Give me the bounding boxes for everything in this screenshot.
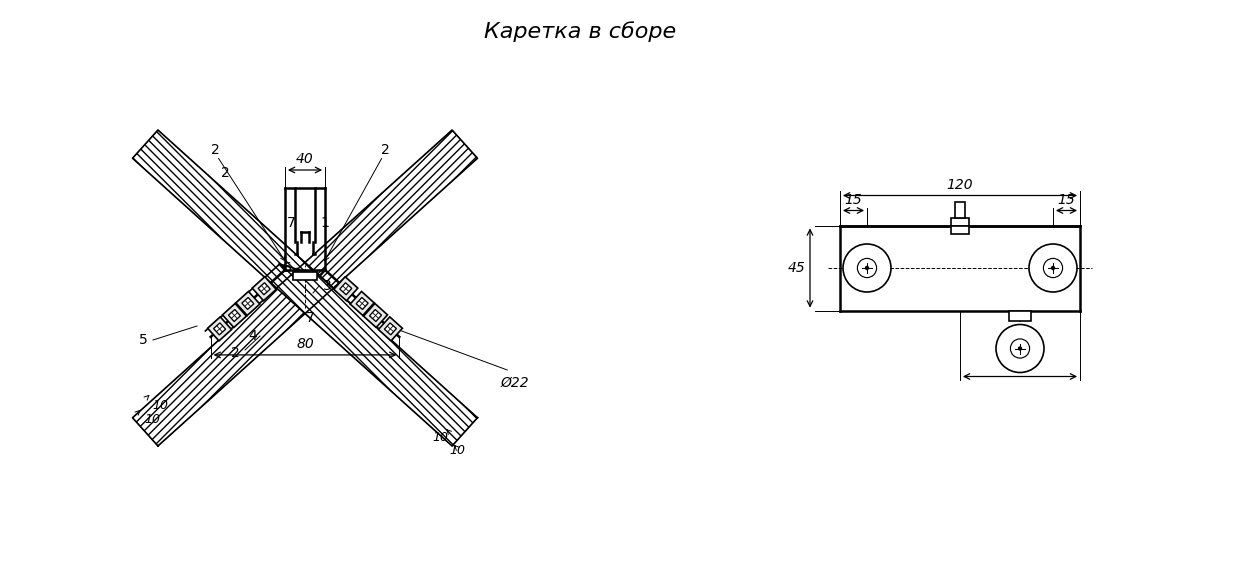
Bar (1009, 310, 1031, 320)
Text: 1: 1 (320, 216, 329, 230)
Text: 80: 80 (297, 337, 314, 351)
Polygon shape (252, 277, 277, 300)
Polygon shape (385, 323, 396, 335)
Bar (951, 218, 969, 226)
Text: 120: 120 (947, 178, 973, 192)
Polygon shape (356, 298, 369, 309)
Text: Ø22: Ø22 (500, 376, 529, 390)
Text: 60: 60 (1011, 359, 1029, 373)
Text: 7: 7 (287, 216, 295, 230)
Bar (956, 202, 965, 218)
Circle shape (1051, 266, 1055, 269)
Polygon shape (228, 309, 241, 322)
Text: 7: 7 (305, 311, 314, 325)
Text: 2: 2 (231, 346, 240, 360)
Polygon shape (236, 292, 259, 315)
Text: 2: 2 (211, 143, 220, 157)
Polygon shape (370, 309, 381, 322)
Polygon shape (242, 298, 254, 309)
Polygon shape (364, 303, 387, 328)
Ellipse shape (843, 244, 891, 292)
Text: 10: 10 (432, 432, 448, 445)
Polygon shape (379, 317, 402, 341)
Text: 4: 4 (248, 329, 257, 343)
Circle shape (865, 266, 869, 269)
Ellipse shape (997, 325, 1044, 373)
Polygon shape (207, 317, 232, 341)
Text: 3: 3 (323, 279, 331, 293)
Text: 6: 6 (283, 261, 292, 275)
Text: 45: 45 (787, 261, 805, 275)
Ellipse shape (1029, 244, 1077, 292)
Polygon shape (350, 292, 375, 315)
Text: 5: 5 (139, 333, 148, 347)
Polygon shape (334, 277, 357, 300)
Polygon shape (340, 283, 351, 295)
Polygon shape (133, 130, 478, 446)
Text: 40: 40 (297, 152, 314, 166)
Polygon shape (222, 303, 247, 328)
Polygon shape (258, 283, 271, 295)
Circle shape (1019, 347, 1021, 350)
Text: 10: 10 (449, 445, 465, 457)
Bar (951, 226, 969, 233)
Polygon shape (133, 130, 478, 446)
Polygon shape (213, 323, 226, 335)
Text: 10: 10 (153, 399, 169, 412)
Text: 10: 10 (144, 413, 160, 426)
Text: 2: 2 (381, 143, 390, 157)
Text: Каретка в сборе: Каретка в сборе (484, 21, 676, 42)
Bar (293, 272, 316, 280)
Text: 2: 2 (221, 166, 230, 180)
Text: 15: 15 (1057, 192, 1076, 206)
Text: 15: 15 (845, 192, 862, 206)
